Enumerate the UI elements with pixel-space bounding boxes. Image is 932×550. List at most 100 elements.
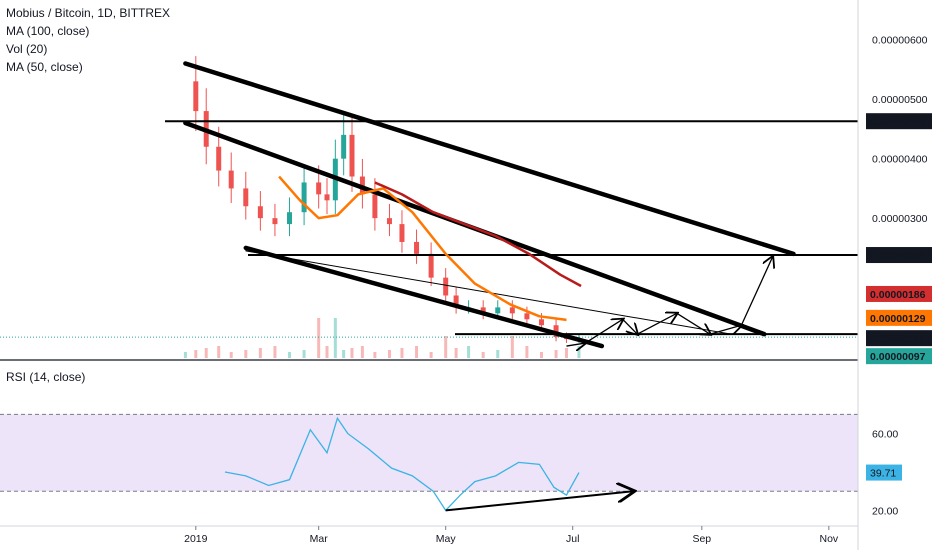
trendline [183, 61, 796, 257]
chart-legend: Mobius / Bitcoin, 1D, BITTREX MA (100, c… [6, 4, 170, 76]
volume-bar [564, 348, 568, 358]
candle-body [509, 307, 515, 314]
time-tick-label: Mar [310, 533, 329, 545]
trendline [243, 245, 605, 349]
time-tick-label: Nov [820, 533, 839, 545]
price-tag-label: 0.00000186 [870, 289, 926, 301]
volume-bar [467, 346, 471, 358]
price-tick-label: 0.00000400 [872, 154, 928, 166]
volume-bar [217, 346, 221, 358]
time-tick-label: Jul [566, 533, 579, 545]
rsi-current-label: 39.71 [870, 468, 896, 480]
time-tick-label: May [436, 533, 457, 545]
volume-bar [373, 352, 377, 358]
indicator-ma100-label[interactable]: MA (100, close) [6, 24, 90, 38]
candle-body [216, 146, 222, 171]
volume-bar [415, 346, 419, 358]
volume-bar [554, 350, 558, 358]
candle-body [372, 194, 378, 219]
candle-body [538, 319, 544, 326]
volume-bar [387, 350, 391, 358]
projection-arrow [584, 319, 622, 344]
indicator-vol-label[interactable]: Vol (20) [6, 42, 48, 56]
projection-arrow [636, 313, 677, 335]
indicator-ma50-label[interactable]: MA (50, close) [6, 60, 83, 74]
candle-body [341, 134, 347, 159]
candle-body [428, 253, 434, 278]
rsi-pane [0, 413, 858, 512]
rsi-band [0, 414, 858, 492]
ma100-line [374, 181, 582, 288]
volume-bar [510, 336, 514, 358]
volume-bar [273, 346, 277, 358]
volume-bar [204, 348, 208, 358]
candle-body [287, 212, 293, 225]
volume-bar [183, 352, 187, 358]
price-tick-label: 0.00000600 [872, 35, 928, 47]
volume-bar [577, 346, 581, 358]
rsi-current-tag [866, 464, 902, 481]
volume-bar [229, 352, 233, 358]
volume-bar [317, 318, 321, 358]
rsi-legend[interactable]: RSI (14, close) [6, 370, 86, 384]
volume-bar [444, 336, 448, 358]
volume-bar [194, 350, 198, 358]
volume-bar [525, 346, 529, 358]
candle-body [480, 307, 486, 314]
volume-bar [342, 350, 346, 358]
candle-body [386, 218, 392, 225]
volume-bar [454, 348, 458, 358]
candle-body [349, 134, 355, 177]
price-tag [866, 285, 932, 302]
candle-body [414, 241, 420, 254]
volume-bar [325, 346, 329, 358]
symbol-title: Mobius / Bitcoin, 1D, BITTREX [6, 6, 171, 20]
ma50-line [278, 175, 567, 322]
candle-body [228, 170, 234, 189]
time-tick-label: 2019 [184, 533, 208, 545]
volume-bar [244, 350, 248, 358]
rsi-divergence-arrow [445, 491, 633, 512]
volume-bar [288, 352, 292, 358]
candle-body [324, 194, 330, 201]
rsi-tick-label: 20.00 [872, 505, 898, 517]
candle-body [443, 277, 449, 296]
price-tag [866, 113, 932, 130]
price-tag-label: 0.00000105 [870, 333, 926, 345]
time-tick-label: Sep [692, 533, 711, 545]
candle-body [301, 182, 307, 213]
projection-arrow [566, 343, 585, 346]
rsi-tick-label: 60.00 [872, 429, 898, 441]
candle-body [257, 206, 263, 219]
price-tick-label: 0.00000500 [872, 94, 928, 106]
candle-body [316, 182, 322, 195]
price-tag [866, 247, 932, 264]
price-tag-label: 0.00000463 [870, 116, 926, 128]
projection-arrow [622, 318, 638, 334]
price-tag-label: 0.00000097 [870, 351, 926, 363]
price-tag [866, 330, 932, 347]
volume-bar [481, 352, 485, 358]
candle-body [272, 218, 278, 225]
price-tag [866, 348, 932, 365]
candle-body [193, 81, 199, 112]
projection-arrow [676, 312, 710, 334]
price-tag-label: 0.00000129 [870, 313, 926, 325]
volume-bar [496, 350, 500, 358]
price-tag [866, 309, 932, 326]
projection-arrow [740, 257, 772, 326]
candle-body [243, 188, 249, 207]
price-tag-label: 0.00000238 [870, 250, 926, 262]
price-tick-label: 0.00000300 [872, 213, 928, 225]
price-pane [0, 56, 858, 358]
candle-body [453, 295, 459, 308]
candle-body [524, 313, 530, 320]
volume-bar [350, 348, 354, 358]
volume-bar [258, 348, 262, 358]
volume-bar [400, 348, 404, 358]
rsi-line [224, 416, 580, 512]
projection-arrow [709, 325, 741, 335]
volume-bar [539, 352, 543, 358]
